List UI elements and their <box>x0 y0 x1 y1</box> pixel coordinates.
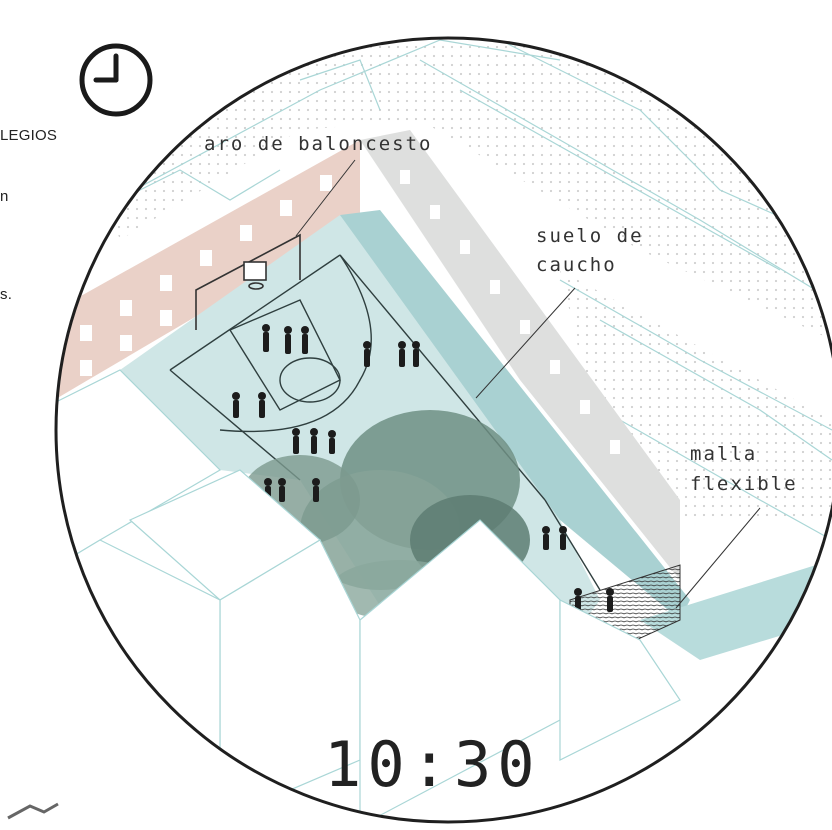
concrete-building-facade <box>360 130 680 580</box>
frame-circle <box>54 36 832 824</box>
brick-building-facade <box>56 140 360 420</box>
foreground-buildings <box>56 369 681 822</box>
side-text-line2: n <box>0 188 9 205</box>
label-hoop: aro de baloncesto <box>204 133 433 155</box>
side-text-line1: LEGIOS <box>0 127 58 144</box>
leader-lines <box>295 159 761 609</box>
clock-icon <box>79 43 153 117</box>
corner-fragment <box>7 802 59 820</box>
people <box>232 324 614 612</box>
walkway <box>640 560 832 660</box>
label-mesh-line1: malla <box>690 443 758 465</box>
roof-dots-top <box>80 38 832 340</box>
basketball-hoop <box>195 233 301 330</box>
side-text-line3: s. <box>0 286 13 303</box>
label-rubber-floor-line1: suelo de <box>536 225 644 247</box>
windows <box>80 170 620 454</box>
label-mesh-line2: flexible <box>690 473 798 495</box>
label-rubber-floor-line2: caucho <box>536 254 617 276</box>
court-edge-strip <box>340 210 690 620</box>
time-label: 10:30 <box>324 728 541 801</box>
